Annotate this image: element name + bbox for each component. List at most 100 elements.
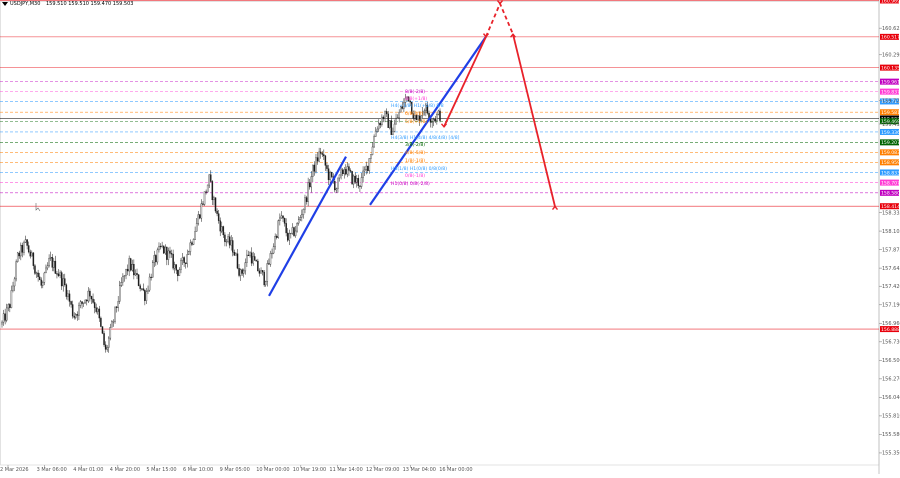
x-tick-label: 13 Mar 04:00 <box>403 467 436 473</box>
candle-body <box>258 270 261 274</box>
level-tag-label: 160.135 <box>881 65 900 71</box>
candle-body <box>233 252 236 256</box>
candle-body <box>346 166 349 175</box>
candle-body <box>16 252 19 262</box>
candle-body <box>293 227 295 236</box>
candle-body <box>45 267 47 274</box>
candle-body <box>106 347 108 350</box>
candle-body <box>236 253 239 269</box>
level-tag-label: 160.517 <box>881 35 900 41</box>
candle-body <box>437 110 440 115</box>
candle-body <box>53 260 55 268</box>
level-tag <box>880 64 899 71</box>
candle-body <box>409 100 411 103</box>
candle-body <box>406 96 408 99</box>
candle-body <box>250 252 253 264</box>
candle-body <box>109 327 112 339</box>
candle-body <box>128 258 130 272</box>
candle-body <box>104 344 107 350</box>
candle-body <box>191 242 193 245</box>
candle-body <box>111 321 113 328</box>
candle-body <box>137 274 140 286</box>
trend-line-2 <box>369 36 487 206</box>
level-tag-label: 159.083 <box>881 150 900 156</box>
candle-body <box>315 157 317 172</box>
candle-body <box>12 285 14 291</box>
candle-body <box>396 117 399 119</box>
candle-body <box>313 164 316 172</box>
level-annotation: H4(+1/8) H1(+2/8) 8/8 <box>391 103 444 109</box>
candle-body <box>95 307 97 312</box>
candle-body <box>431 121 433 123</box>
candle-body <box>343 169 345 175</box>
level-tag <box>880 326 899 333</box>
candle-body <box>389 120 391 128</box>
level-tag-label: 159.581 <box>881 110 900 116</box>
candle-body <box>60 272 63 287</box>
level-tag-label: 158.414 <box>881 204 900 210</box>
candle-body <box>351 171 353 185</box>
candle-body <box>257 260 259 272</box>
candle-body <box>230 240 232 246</box>
candle-body <box>158 245 160 251</box>
candle-body <box>294 230 297 236</box>
candle-body <box>162 245 165 254</box>
level-tag <box>880 33 899 40</box>
candle-body <box>274 236 276 247</box>
candle-body <box>329 172 331 181</box>
candle-body <box>142 288 145 291</box>
candle-body <box>148 276 151 291</box>
candle-body <box>239 269 242 276</box>
candle-body <box>89 290 91 297</box>
candle-body <box>243 270 245 274</box>
candle-body <box>411 101 413 114</box>
y-tick-label: 160.295 <box>882 53 900 59</box>
level-tag <box>880 139 899 146</box>
y-tick-label: 160.625 <box>882 26 900 32</box>
level-tag <box>880 159 899 166</box>
candle-body <box>379 122 382 126</box>
candle-body <box>115 306 118 308</box>
candle-body <box>166 246 168 260</box>
level-tag-label: 159.336 <box>881 130 900 136</box>
x-tick-label: 6 Mar 10:00 <box>183 467 213 473</box>
candle-body <box>134 273 137 276</box>
candle-body <box>27 245 30 253</box>
candle-body <box>387 113 389 128</box>
candle-body <box>367 165 369 171</box>
candle-body <box>371 146 374 155</box>
candle-body <box>161 245 163 247</box>
candle-body <box>206 184 209 193</box>
level-tag-label: 158.833 <box>881 170 900 176</box>
candle-body <box>378 122 380 130</box>
candle-body <box>415 115 418 120</box>
candle-body <box>327 168 330 181</box>
level-annotation: 6/8(3/8) <box>405 111 424 117</box>
y-tick-label: 157.875 <box>882 247 900 253</box>
level-annotation: 3/8(-2/8) <box>405 142 425 148</box>
candle-body <box>425 104 427 112</box>
candle-body <box>244 262 247 272</box>
y-tick-label: 156.960 <box>882 321 900 327</box>
candle-body <box>167 250 170 260</box>
candle-body <box>224 234 226 242</box>
candle-body <box>334 181 336 191</box>
level-annotations: 8/8(-2/8)8/8(+1/8)H4(+1/8) H1(+2/8) 8/8 6… <box>391 89 460 187</box>
candle-body <box>280 215 283 219</box>
level-tag <box>880 179 899 186</box>
ohlc-values: 159.510 159.510 159.470 159.503 <box>45 1 134 7</box>
candle-body <box>71 304 74 317</box>
candle-body <box>305 197 308 202</box>
y-tick-label: 158.105 <box>882 229 900 235</box>
candle-body <box>203 191 206 205</box>
candle-body <box>178 269 181 276</box>
candle-body <box>326 165 328 169</box>
candle-body <box>202 203 204 205</box>
candle-body <box>54 260 57 274</box>
candle-body <box>181 257 184 261</box>
candle-body <box>304 197 306 210</box>
candle-body <box>340 169 342 176</box>
symbol-dropdown-icon[interactable] <box>2 2 8 6</box>
